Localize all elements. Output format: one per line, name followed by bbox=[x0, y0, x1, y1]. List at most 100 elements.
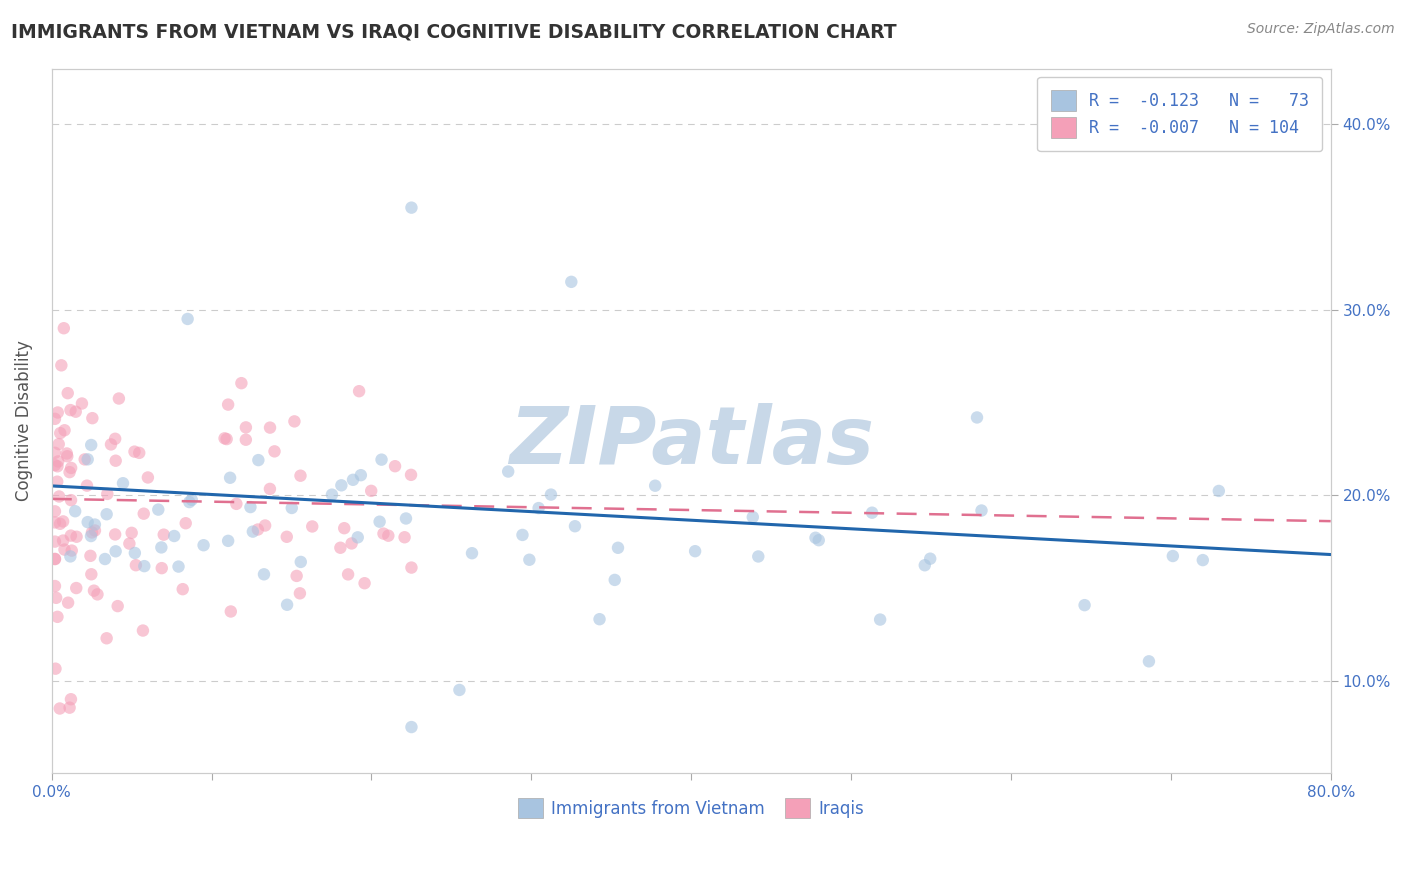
Text: Source: ZipAtlas.com: Source: ZipAtlas.com bbox=[1247, 22, 1395, 37]
Point bbox=[44, 412, 66, 426]
Point bbox=[564, 519, 586, 533]
Point bbox=[384, 459, 406, 474]
Point bbox=[512, 528, 534, 542]
Point bbox=[136, 470, 159, 484]
Point bbox=[290, 468, 312, 483]
Point bbox=[519, 553, 541, 567]
Point bbox=[1191, 553, 1213, 567]
Point bbox=[44, 552, 66, 566]
Point bbox=[449, 682, 471, 697]
Point bbox=[70, 396, 93, 410]
Point bbox=[60, 493, 83, 508]
Point bbox=[167, 559, 190, 574]
Point bbox=[461, 546, 484, 560]
Point bbox=[58, 700, 80, 714]
Point bbox=[342, 473, 364, 487]
Point bbox=[63, 504, 86, 518]
Point bbox=[399, 467, 422, 482]
Point bbox=[96, 632, 118, 646]
Point bbox=[46, 610, 69, 624]
Point bbox=[215, 432, 238, 446]
Point bbox=[46, 475, 69, 489]
Point bbox=[219, 605, 242, 619]
Point bbox=[321, 488, 343, 502]
Point bbox=[65, 581, 87, 595]
Point bbox=[59, 549, 82, 564]
Point bbox=[394, 530, 416, 544]
Point bbox=[53, 542, 76, 557]
Point bbox=[76, 478, 98, 492]
Point bbox=[401, 201, 423, 215]
Point bbox=[52, 515, 75, 529]
Point bbox=[377, 529, 399, 543]
Point bbox=[253, 567, 276, 582]
Point bbox=[163, 529, 186, 543]
Point bbox=[527, 501, 550, 516]
Point bbox=[373, 526, 395, 541]
Point bbox=[107, 599, 129, 613]
Point bbox=[401, 560, 423, 574]
Point bbox=[330, 478, 353, 492]
Point bbox=[46, 459, 69, 474]
Point bbox=[174, 516, 197, 531]
Point bbox=[588, 612, 610, 626]
Point bbox=[350, 468, 373, 483]
Point bbox=[49, 426, 72, 441]
Point bbox=[108, 392, 131, 406]
Point bbox=[1073, 598, 1095, 612]
Point bbox=[644, 479, 666, 493]
Point bbox=[217, 533, 239, 548]
Point bbox=[150, 541, 173, 555]
Point bbox=[368, 515, 391, 529]
Point bbox=[219, 471, 242, 485]
Point bbox=[104, 527, 127, 541]
Point bbox=[56, 386, 79, 401]
Point bbox=[83, 517, 105, 532]
Point bbox=[290, 555, 312, 569]
Point bbox=[132, 507, 155, 521]
Point bbox=[807, 533, 830, 548]
Point bbox=[79, 549, 101, 563]
Point bbox=[235, 420, 257, 434]
Point bbox=[804, 531, 827, 545]
Point bbox=[73, 452, 96, 467]
Point bbox=[254, 518, 277, 533]
Point bbox=[94, 552, 117, 566]
Point bbox=[46, 405, 69, 419]
Point bbox=[217, 398, 239, 412]
Point bbox=[214, 431, 236, 445]
Point bbox=[83, 583, 105, 598]
Point bbox=[44, 534, 66, 549]
Point bbox=[52, 321, 75, 335]
Point bbox=[134, 559, 156, 574]
Text: IMMIGRANTS FROM VIETNAM VS IRAQI COGNITIVE DISABILITY CORRELATION CHART: IMMIGRANTS FROM VIETNAM VS IRAQI COGNITI… bbox=[11, 22, 897, 41]
Point bbox=[741, 510, 763, 524]
Point bbox=[496, 465, 519, 479]
Point bbox=[333, 521, 356, 535]
Point bbox=[180, 492, 202, 507]
Text: ZIPatlas: ZIPatlas bbox=[509, 403, 873, 481]
Point bbox=[45, 591, 67, 605]
Point bbox=[65, 530, 87, 544]
Point bbox=[231, 376, 253, 391]
Point bbox=[44, 579, 66, 593]
Point bbox=[96, 507, 118, 521]
Point bbox=[58, 465, 80, 479]
Point bbox=[683, 544, 706, 558]
Point bbox=[76, 515, 98, 529]
Point bbox=[100, 437, 122, 451]
Point bbox=[347, 384, 370, 399]
Point bbox=[150, 561, 173, 575]
Point bbox=[76, 452, 98, 467]
Point bbox=[44, 662, 66, 676]
Point bbox=[53, 423, 76, 437]
Point bbox=[49, 516, 72, 531]
Point bbox=[60, 543, 83, 558]
Point bbox=[104, 453, 127, 467]
Point bbox=[920, 551, 942, 566]
Point bbox=[540, 487, 562, 501]
Point bbox=[860, 506, 883, 520]
Point bbox=[263, 444, 285, 458]
Point bbox=[80, 529, 103, 543]
Point bbox=[48, 701, 70, 715]
